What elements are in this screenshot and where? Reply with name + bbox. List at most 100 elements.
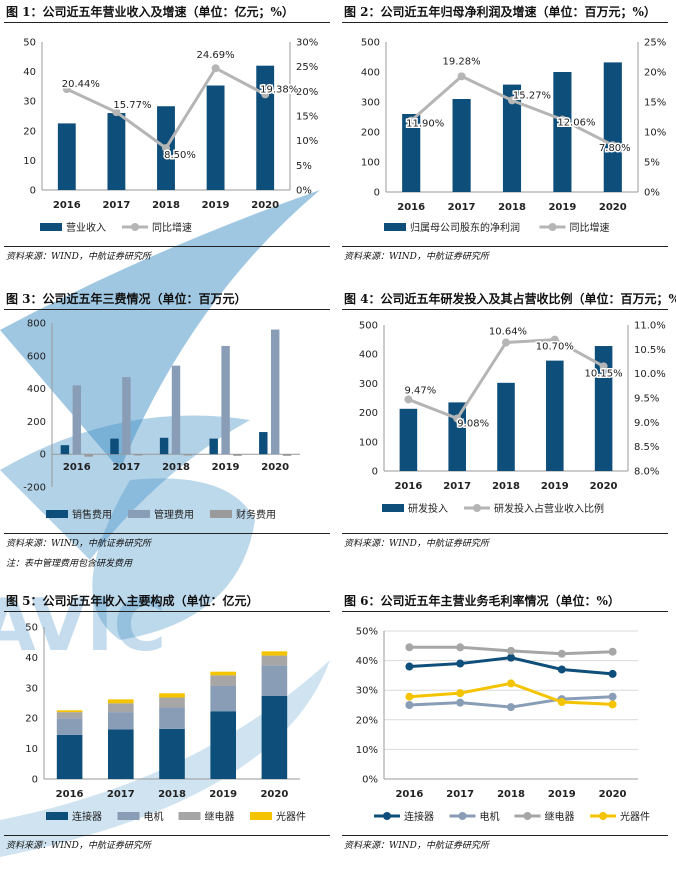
point-同比增速 <box>608 141 617 150</box>
y-tick-label: 40 <box>25 653 38 664</box>
legend-label: 营业收入 <box>66 221 106 234</box>
bar-销售费用 <box>110 438 119 455</box>
title-rule <box>342 309 668 310</box>
legend-label: 同比增速 <box>152 221 192 234</box>
bar-财务费用 <box>233 454 242 456</box>
bar-销售费用 <box>259 432 268 455</box>
y-tick-label: 400 <box>27 384 46 395</box>
legend-label: 归属母公司股东的净利润 <box>410 221 520 234</box>
y2-tick-label: 20% <box>644 68 666 79</box>
y2-tick-label: 30% <box>296 38 318 49</box>
bar-连接器 <box>261 696 288 779</box>
y-tick-label: 800 <box>27 319 46 330</box>
x-tick-label: 2016 <box>56 789 84 800</box>
y-tick-label: 50 <box>23 38 36 49</box>
legend-swatch <box>46 812 68 820</box>
y-tick-label: 200 <box>359 408 378 419</box>
y-tick-label: 20 <box>23 126 36 137</box>
x-tick-label: 2018 <box>498 202 526 213</box>
legend-label: 连接器 <box>404 810 434 823</box>
bar-光器件 <box>108 699 134 704</box>
title-rule <box>4 22 330 23</box>
bar-管理费用 <box>270 329 280 455</box>
bar <box>448 402 466 471</box>
panel-gross-margin: 图 6：公司近五年主营业务毛利率情况（单位：%） 0% 10% 20% 30% 40% 5… <box>338 589 676 869</box>
chart-title: 图 4：公司近五年研发投入及其占营收比例（单位：百万元；%） <box>344 292 676 306</box>
y-tick-label: 10% <box>356 745 378 756</box>
legend-swatch-marker <box>548 223 557 231</box>
x-tick-label: 2016 <box>63 462 91 473</box>
x-tick-label: 2017 <box>112 462 140 473</box>
point-电机 <box>507 703 515 712</box>
legend-swatch-marker <box>523 812 532 820</box>
bar <box>206 85 225 190</box>
x-tick-label: 2020 <box>599 202 627 213</box>
point-光器件 <box>557 698 566 707</box>
bar-管理费用 <box>72 385 82 455</box>
data-label: 12.06% <box>557 118 595 129</box>
legend-swatch-marker <box>383 812 391 820</box>
y-tick-label: 20 <box>25 714 38 725</box>
legend-label: 同比增速 <box>570 221 610 234</box>
bar <box>553 72 572 192</box>
legend-swatch <box>210 510 232 518</box>
legend-swatch <box>250 812 272 820</box>
data-label: 19.28% <box>443 56 481 67</box>
net-profit-chart: 0 100 200 300 400 500 0% 5% 10% 15% 20% 25% 2016 2017… <box>361 38 666 235</box>
y-tick-label: 200 <box>27 417 46 428</box>
y-tick-label: 0 <box>32 775 38 786</box>
data-label: 10.15% <box>585 368 623 379</box>
point-光器件 <box>608 700 617 709</box>
bar-连接器 <box>210 711 236 779</box>
source-rule <box>4 835 330 836</box>
legend-swatch <box>46 510 68 518</box>
panel-net-profit: 图 2：公司近五年归母净利润及增速（单位：百万元；%） 0 100 200 300 40… <box>338 0 676 280</box>
y2-tick-label: 15% <box>644 98 666 109</box>
bar <box>107 113 126 190</box>
bar <box>402 114 421 192</box>
y-tick-label: 500 <box>361 38 380 49</box>
point-电机 <box>608 692 617 701</box>
point-同比增速 <box>558 115 567 124</box>
bar-管理费用 <box>171 365 181 455</box>
x-tick-label: 2017 <box>448 202 476 213</box>
legend-swatch <box>40 223 62 231</box>
x-tick-label: 2016 <box>53 200 81 211</box>
source-note: 资料来源：WIND，中航证券研究所 <box>344 539 489 549</box>
bar-光器件 <box>210 671 236 676</box>
bar-电机 <box>56 718 83 735</box>
y2-tick-label: 15% <box>296 112 318 123</box>
y-tick-label: 200 <box>361 128 380 139</box>
x-tick-label: 2016 <box>397 202 425 213</box>
panel-revenue-composition: 图 5：公司近五年收入主要构成（单位：亿元） 0 10 20 30 40 50 2016 20… <box>0 589 338 869</box>
bar <box>603 62 622 193</box>
bar-财务费用 <box>84 454 93 457</box>
point-光器件 <box>507 679 515 688</box>
x-tick-label: 2016 <box>395 789 423 800</box>
y-tick-label: 0 <box>40 450 46 461</box>
y-tick-label: 10 <box>25 744 38 755</box>
y-tick-label: 100 <box>359 437 378 448</box>
title-rule <box>4 309 330 310</box>
legend-swatch-marker <box>599 812 607 820</box>
bar-继电器 <box>56 712 83 719</box>
data-label: 9.08% <box>457 418 489 429</box>
bar <box>399 408 418 471</box>
y2-tick-label: 8.5% <box>634 442 659 453</box>
y2-tick-label: 8.0% <box>634 467 659 478</box>
y2-tick-label: 9.5% <box>634 394 659 405</box>
x-tick-label: 2019 <box>202 200 230 211</box>
bar-电机 <box>210 685 236 712</box>
bar <box>497 382 515 471</box>
bar-光器件 <box>261 651 288 656</box>
bar-继电器 <box>210 675 236 686</box>
point-同比增速 <box>508 96 516 105</box>
bar-电机 <box>159 707 185 729</box>
point-继电器 <box>456 643 465 652</box>
y-tick-label: 40% <box>356 656 378 667</box>
point-同比增速 <box>407 116 416 125</box>
legend-label: 财务费用 <box>236 508 276 521</box>
point-光器件 <box>405 692 414 701</box>
y2-tick-label: 10.0% <box>634 369 666 380</box>
bar <box>256 65 275 190</box>
